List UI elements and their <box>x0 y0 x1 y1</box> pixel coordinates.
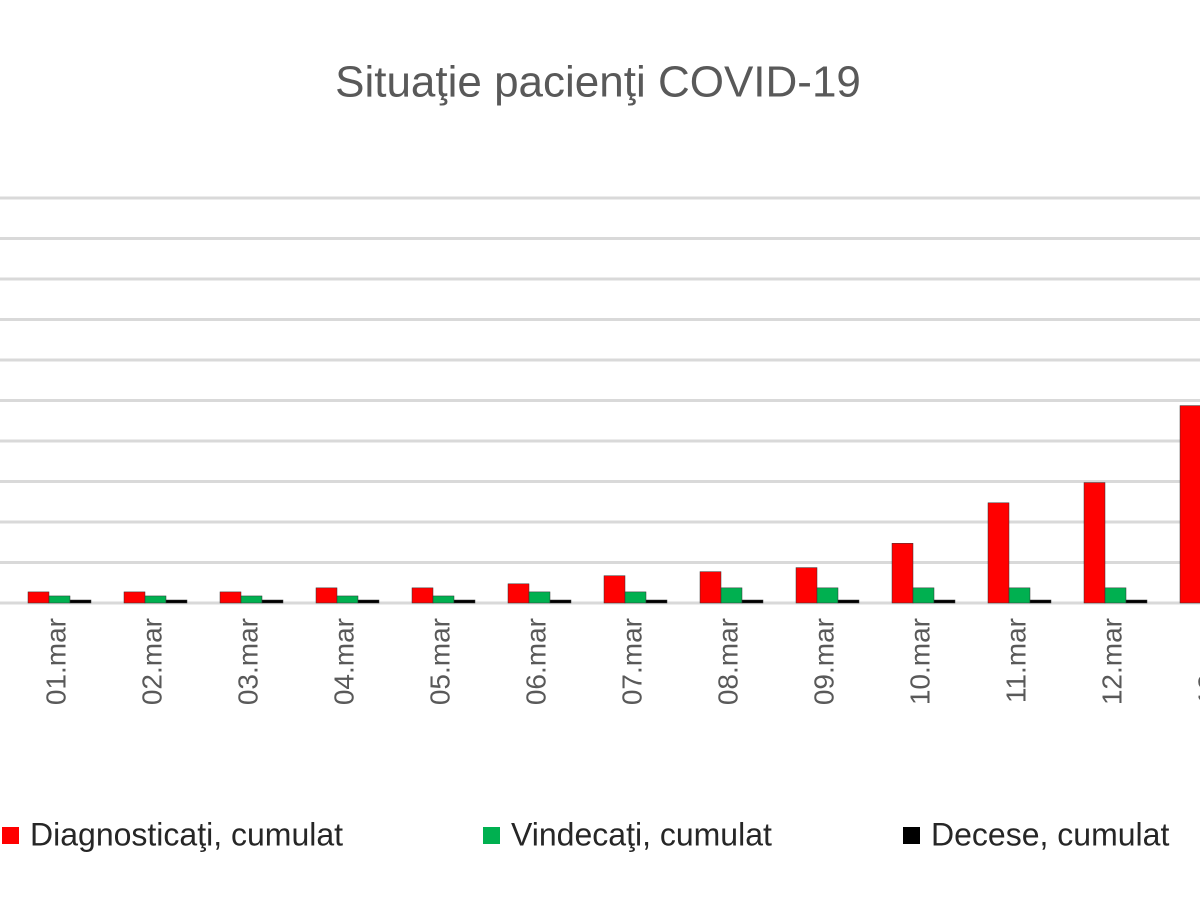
bar <box>933 599 956 604</box>
chart-title: Situaţie pacienţi COVID-19 <box>335 58 861 107</box>
x-tick-label: 06.mar <box>520 618 551 705</box>
x-tick-label: 12.mar <box>1096 618 1127 705</box>
x-tick-label: 05.mar <box>424 618 455 705</box>
bar <box>1104 587 1127 604</box>
bar <box>144 595 167 604</box>
bar <box>1008 587 1031 604</box>
bar <box>165 599 188 604</box>
x-tick-label: 11.mar <box>1000 618 1031 703</box>
bar <box>432 595 455 604</box>
x-tick-label: 08.mar <box>712 618 743 705</box>
bar <box>507 583 530 604</box>
x-tick-label: 09.mar <box>808 618 839 705</box>
bar <box>336 595 359 604</box>
x-tick-label: 13.mar <box>1192 618 1200 705</box>
bar <box>837 599 860 604</box>
bar <box>453 599 476 604</box>
bar <box>699 571 722 604</box>
bar <box>411 587 434 604</box>
bar <box>219 591 242 604</box>
bar <box>1083 482 1106 604</box>
bar <box>795 567 818 604</box>
x-tick-label: 03.mar <box>232 618 263 705</box>
bar <box>261 599 284 604</box>
x-tick-label: 04.mar <box>328 618 359 705</box>
bar <box>123 591 146 604</box>
x-tick-label: 07.mar <box>616 618 647 705</box>
bar <box>528 591 551 604</box>
bar <box>624 591 647 604</box>
x-tick-label: 10.mar <box>904 618 935 705</box>
bar <box>27 591 50 604</box>
bar <box>741 599 764 604</box>
legend-label: Decese, cumulat <box>931 816 1169 852</box>
x-tick-label: 02.mar <box>136 618 167 705</box>
legend-swatch <box>903 827 920 844</box>
bar <box>1125 599 1148 604</box>
x-tick-label: 01.mar <box>40 618 71 705</box>
bar <box>891 543 914 604</box>
bar <box>357 599 380 604</box>
bar <box>720 587 743 604</box>
legend-swatch <box>2 827 19 844</box>
legend-label: Diagnosticaţi, cumulat <box>30 816 343 852</box>
bar <box>549 599 572 604</box>
bar <box>69 599 92 604</box>
bar <box>315 587 338 604</box>
bar <box>48 595 71 604</box>
legend-label: Vindecaţi, cumulat <box>511 816 772 852</box>
bar <box>816 587 839 604</box>
bar <box>1029 599 1052 604</box>
legend-swatch <box>483 827 500 844</box>
bar <box>240 595 263 604</box>
bar <box>912 587 935 604</box>
bar <box>987 502 1010 604</box>
bar <box>1179 405 1200 604</box>
bar <box>603 575 626 604</box>
bar <box>645 599 668 604</box>
